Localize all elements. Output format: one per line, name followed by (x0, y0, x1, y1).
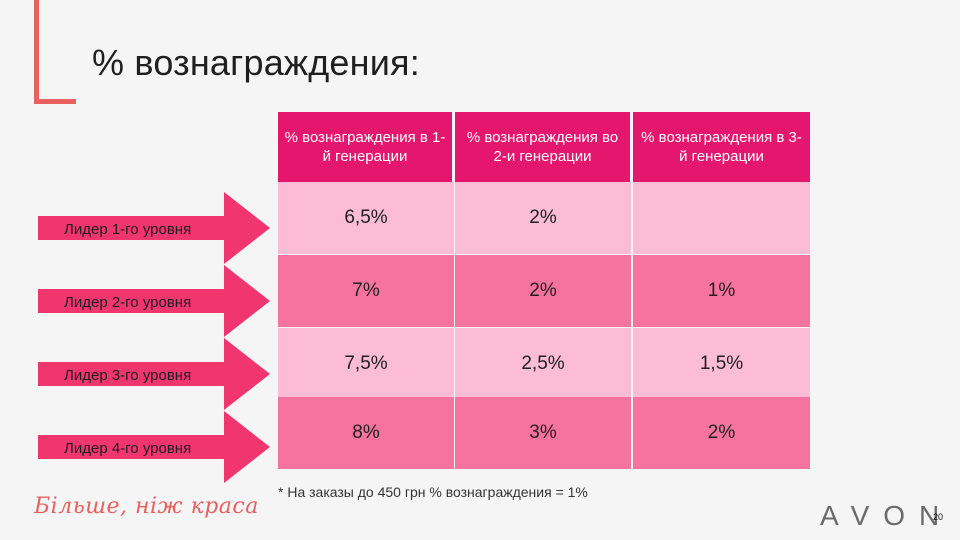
brand-logo: AVON (820, 500, 954, 531)
cell-level3-gen3: 1,5% (633, 328, 810, 400)
page-number: 20 (933, 512, 944, 522)
row-label-level2: Лидер 2-го уровня (64, 293, 192, 311)
cell-level4-gen3: 2% (633, 397, 810, 469)
row-label-arrow-level2: Лидер 2-го уровня (38, 265, 270, 337)
cell-level3-gen1: 7,5% (278, 328, 454, 400)
column-header-gen3: % вознаграждения в 3-й генерации (633, 112, 810, 182)
row-label-arrow-level4: Лидер 4-го уровня (38, 411, 270, 483)
column-header-gen1: % вознаграждения в 1-й генерации (278, 112, 452, 182)
column-header-gen2: % вознаграждения во 2-и генерации (455, 112, 630, 182)
slogan: Більше, ніж краса (34, 494, 259, 519)
cell-level1-gen3 (633, 182, 810, 254)
row-label-level4: Лидер 4-го уровня (64, 439, 192, 457)
corner-bracket-decoration (34, 0, 76, 104)
cell-level2-gen2: 2% (455, 255, 631, 327)
row-label-level3: Лидер 3-го уровня (64, 366, 192, 384)
slide-title: % вознаграждения: (92, 42, 420, 83)
row-label-level1: Лидер 1-го уровня (64, 220, 192, 238)
row-label-arrow-level1: Лидер 1-го уровня (38, 192, 270, 264)
cell-level4-gen2: 3% (455, 397, 631, 469)
cell-level4-gen1: 8% (278, 397, 454, 469)
cell-level1-gen2: 2% (455, 182, 631, 254)
cell-level2-gen1: 7% (278, 255, 454, 327)
row-label-arrow-level3: Лидер 3-го уровня (38, 338, 270, 410)
footnote: * На заказы до 450 грн % вознаграждения … (278, 484, 588, 500)
cell-level1-gen1: 6,5% (278, 182, 454, 254)
cell-level2-gen3: 1% (633, 255, 810, 327)
cell-level3-gen2: 2,5% (455, 328, 631, 400)
